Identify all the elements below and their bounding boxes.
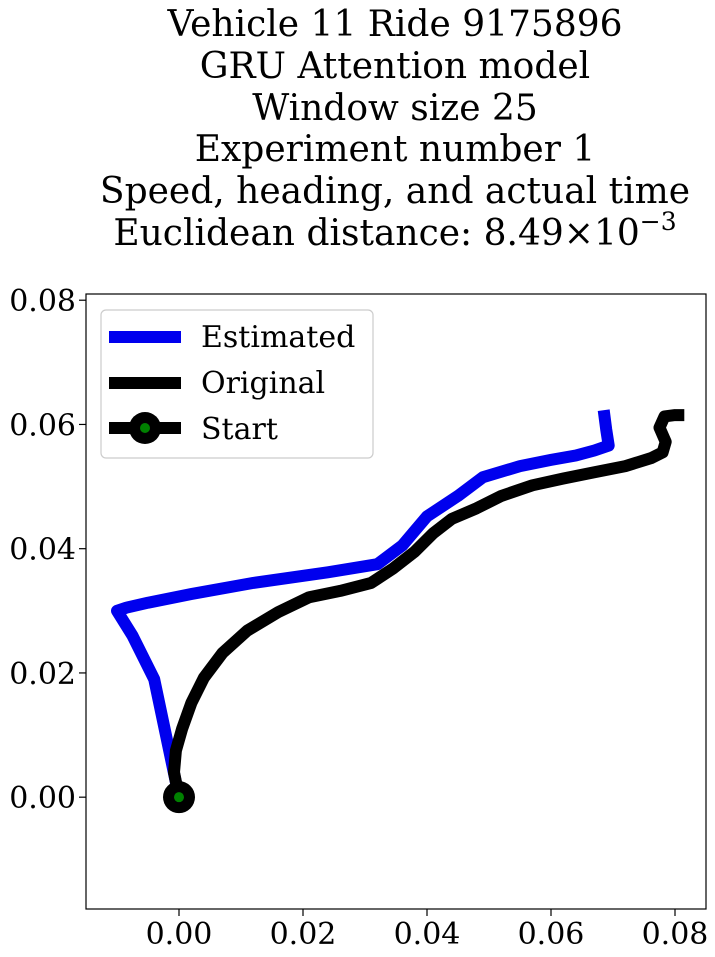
x-tick-label: 0.00 bbox=[146, 917, 213, 952]
x-tick-label: 0.04 bbox=[394, 917, 461, 952]
y-tick-label: 0.00 bbox=[9, 781, 76, 816]
title-line-6-distance: Euclidean distance: 8.49×10−3 bbox=[113, 207, 676, 254]
x-tick-label: 0.02 bbox=[270, 917, 337, 952]
x-tick-label: 0.08 bbox=[642, 917, 709, 952]
plot-frame bbox=[85, 293, 707, 910]
legend-estimated-label: Estimated bbox=[201, 320, 355, 355]
legend-start-marker-center bbox=[140, 423, 150, 433]
title-line-5: Speed, heading, and actual time bbox=[100, 171, 690, 212]
x-axis: 0.00 0.02 0.04 0.06 0.08 bbox=[146, 909, 709, 952]
y-tick-label: 0.02 bbox=[9, 657, 76, 692]
distance-times: × bbox=[564, 213, 594, 254]
distance-label: Euclidean distance: bbox=[113, 213, 483, 254]
y-tick-label: 0.08 bbox=[9, 284, 76, 319]
chart-title: Vehicle 11 Ride 9175896 GRU Attention mo… bbox=[100, 4, 690, 254]
start-marker-layer bbox=[163, 781, 195, 814]
legend: Estimated Original Start bbox=[100, 309, 374, 459]
y-axis: 0.00 0.02 0.04 0.06 0.08 bbox=[9, 284, 86, 816]
distance-exponent: −3 bbox=[640, 207, 677, 236]
series-line-estimated bbox=[111, 409, 615, 799]
title-line-2: GRU Attention model bbox=[200, 46, 590, 87]
series-layer bbox=[111, 409, 685, 799]
distance-mantissa: 8.49 bbox=[484, 213, 564, 254]
y-tick-label: 0.04 bbox=[9, 533, 76, 568]
start-marker-center bbox=[174, 792, 184, 803]
legend-original-label: Original bbox=[201, 366, 325, 401]
legend-box bbox=[100, 309, 374, 459]
y-tick-label: 0.06 bbox=[9, 408, 76, 443]
x-tick-label: 0.06 bbox=[518, 917, 585, 952]
title-line-1: Vehicle 11 Ride 9175896 bbox=[166, 4, 622, 45]
legend-start-label: Start bbox=[201, 412, 278, 447]
series-line-original bbox=[168, 409, 685, 799]
title-line-4: Experiment number 1 bbox=[195, 129, 596, 170]
distance-base: 10 bbox=[594, 213, 640, 254]
title-line-3: Window size 25 bbox=[252, 88, 538, 129]
